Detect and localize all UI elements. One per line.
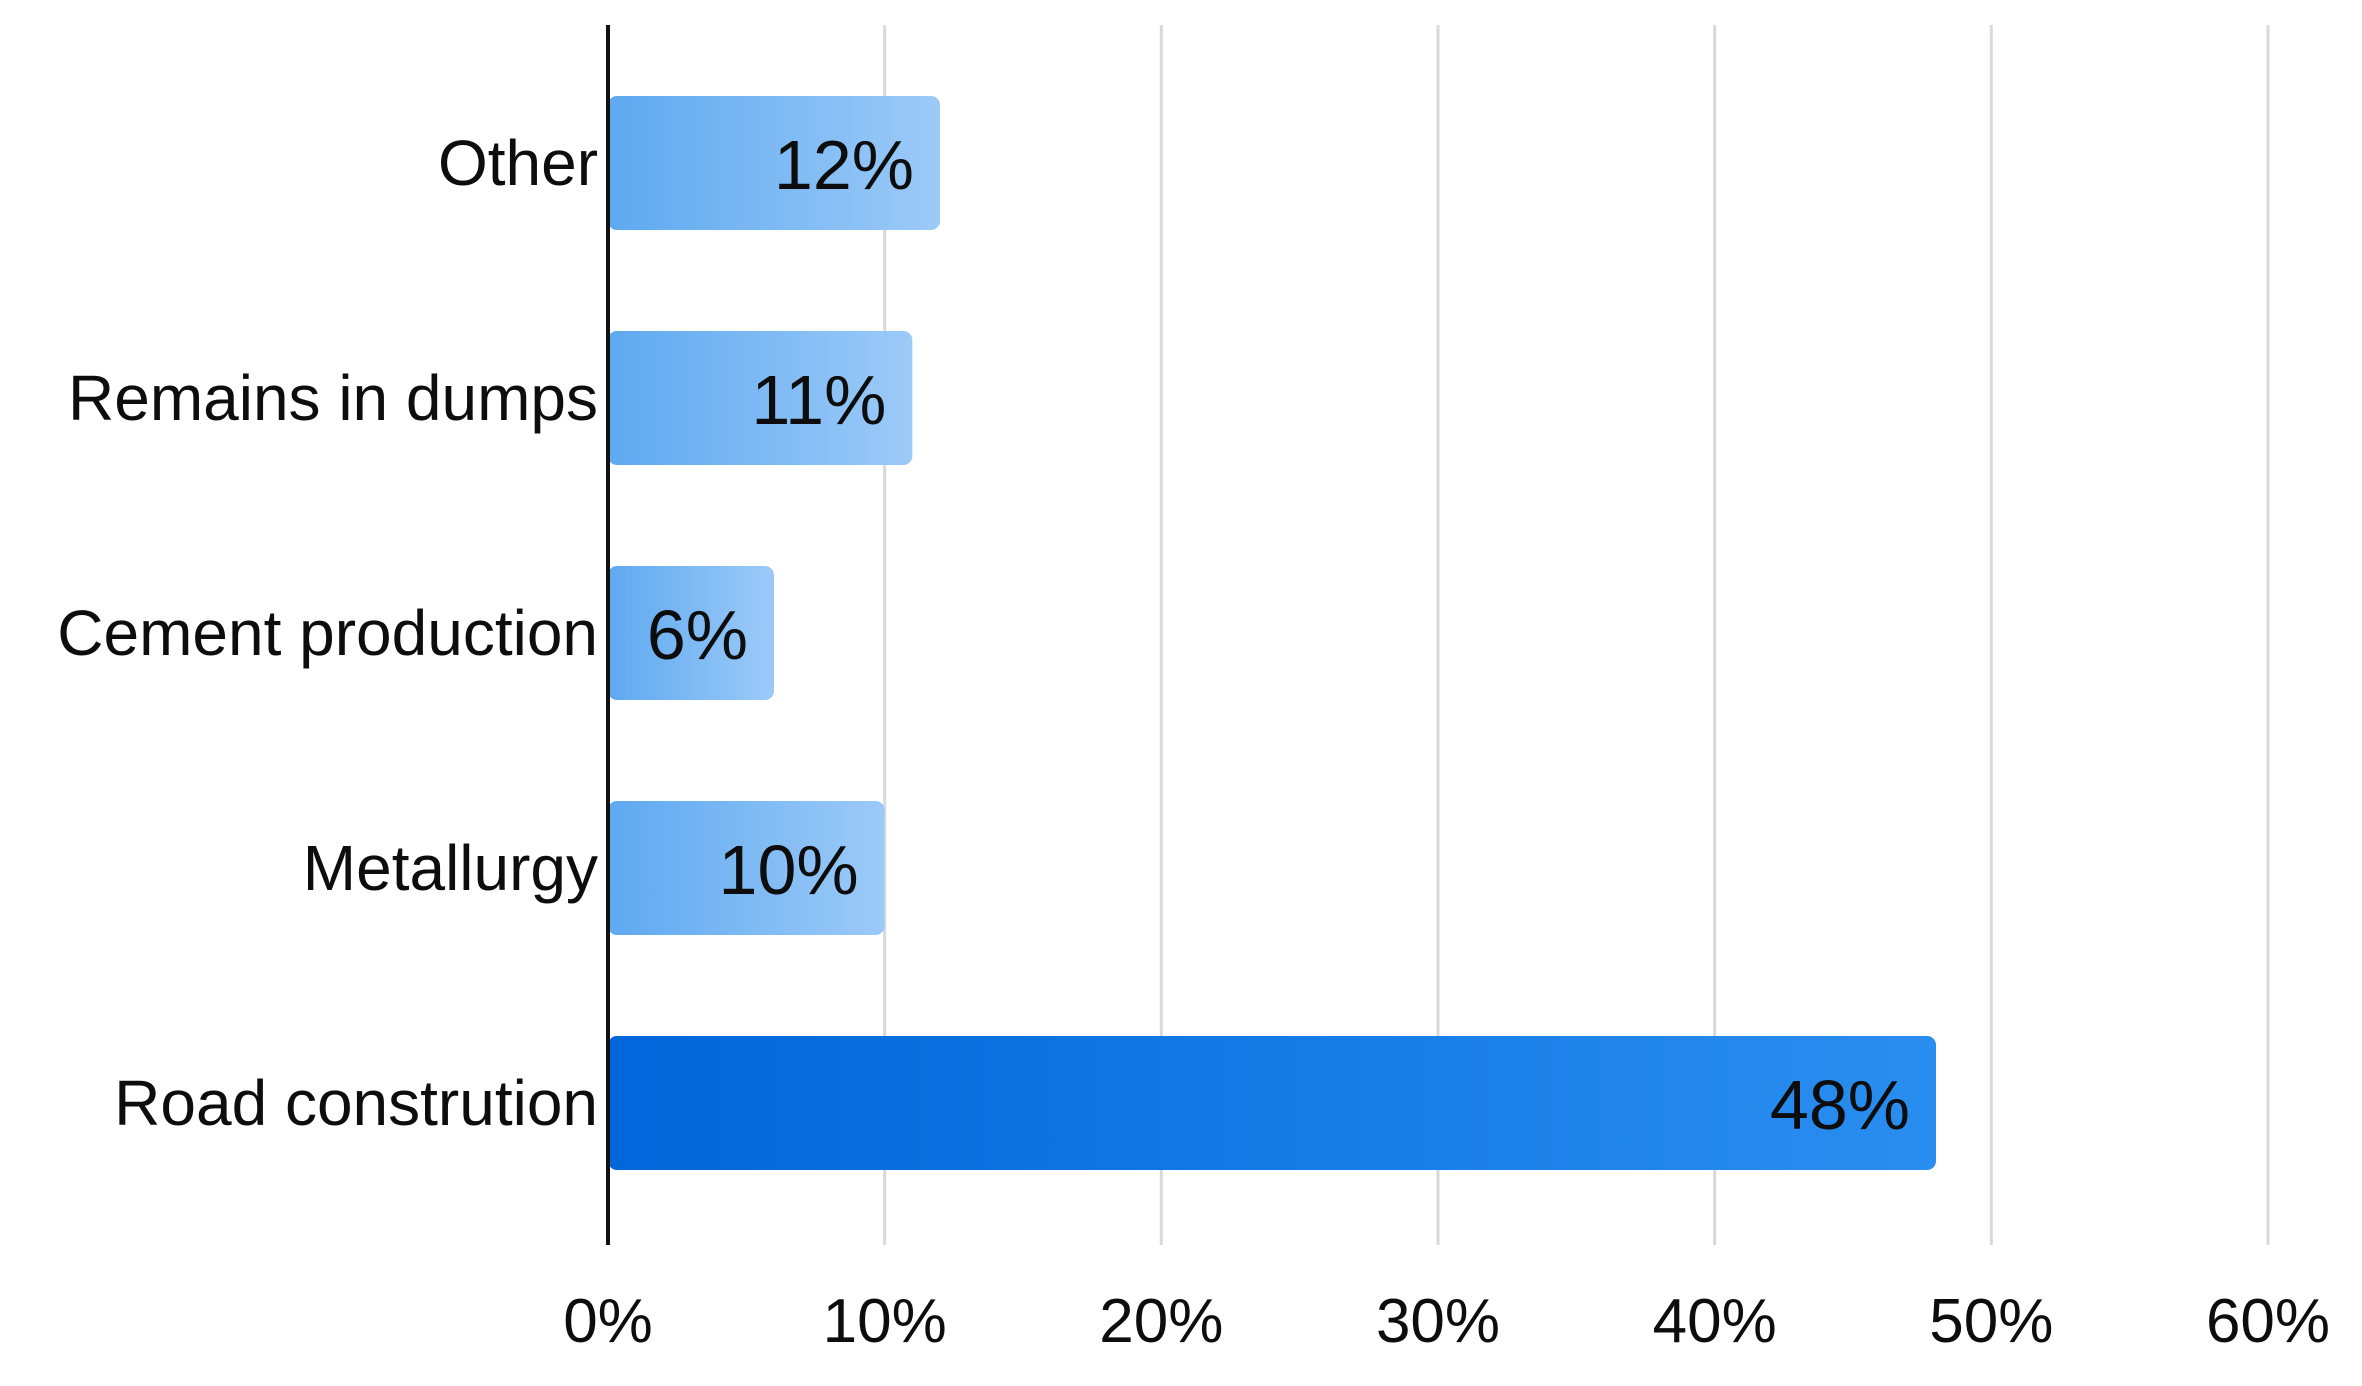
category-label: Other	[438, 127, 598, 199]
data-label: 48%	[1770, 1066, 1910, 1144]
x-tick-label: 20%	[1099, 1287, 1223, 1356]
bar	[608, 1036, 1936, 1170]
x-tick-label: 10%	[823, 1287, 947, 1356]
x-tick-label: 40%	[1653, 1287, 1777, 1356]
x-tick-label: 50%	[1929, 1287, 2053, 1356]
category-label: Remains in dumps	[68, 362, 598, 434]
bar	[608, 96, 940, 230]
bar	[608, 331, 913, 465]
category-label: Cement production	[57, 597, 598, 669]
labels: 0% 10% 20% 30% 40% 50% 60% Other 12% Remains in d…	[57, 126, 2330, 1356]
bar	[608, 566, 774, 700]
x-tick-label: 0%	[563, 1287, 653, 1356]
x-tick-label: 30%	[1376, 1287, 1500, 1356]
category-label: Road constrution	[114, 1067, 598, 1139]
bars	[608, 96, 1936, 1170]
x-tick-label: 60%	[2206, 1287, 2330, 1356]
data-label: 6%	[647, 596, 748, 674]
data-label: 11%	[751, 361, 886, 439]
bar	[608, 801, 885, 935]
category-label: Metallurgy	[303, 832, 598, 904]
data-label: 12%	[774, 126, 914, 204]
data-label: 10%	[719, 831, 859, 909]
